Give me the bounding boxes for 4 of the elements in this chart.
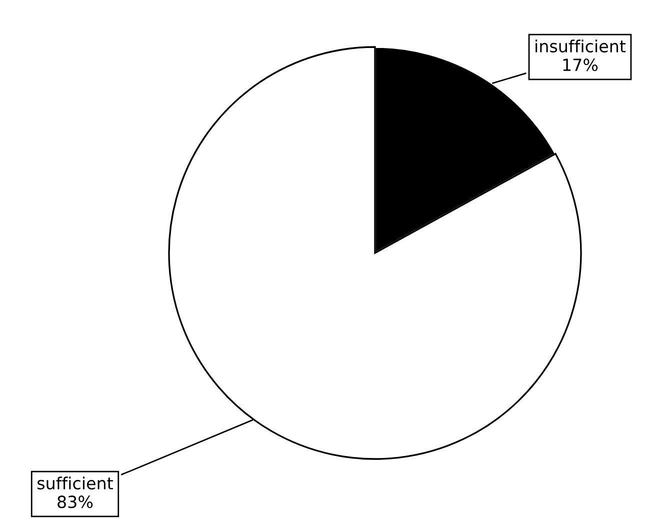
slice-label: insufficient bbox=[536, 40, 626, 53]
data-label: 83% bbox=[58, 496, 93, 508]
slice-label: sufficient bbox=[38, 476, 113, 490]
data-label: 17% bbox=[563, 58, 598, 72]
